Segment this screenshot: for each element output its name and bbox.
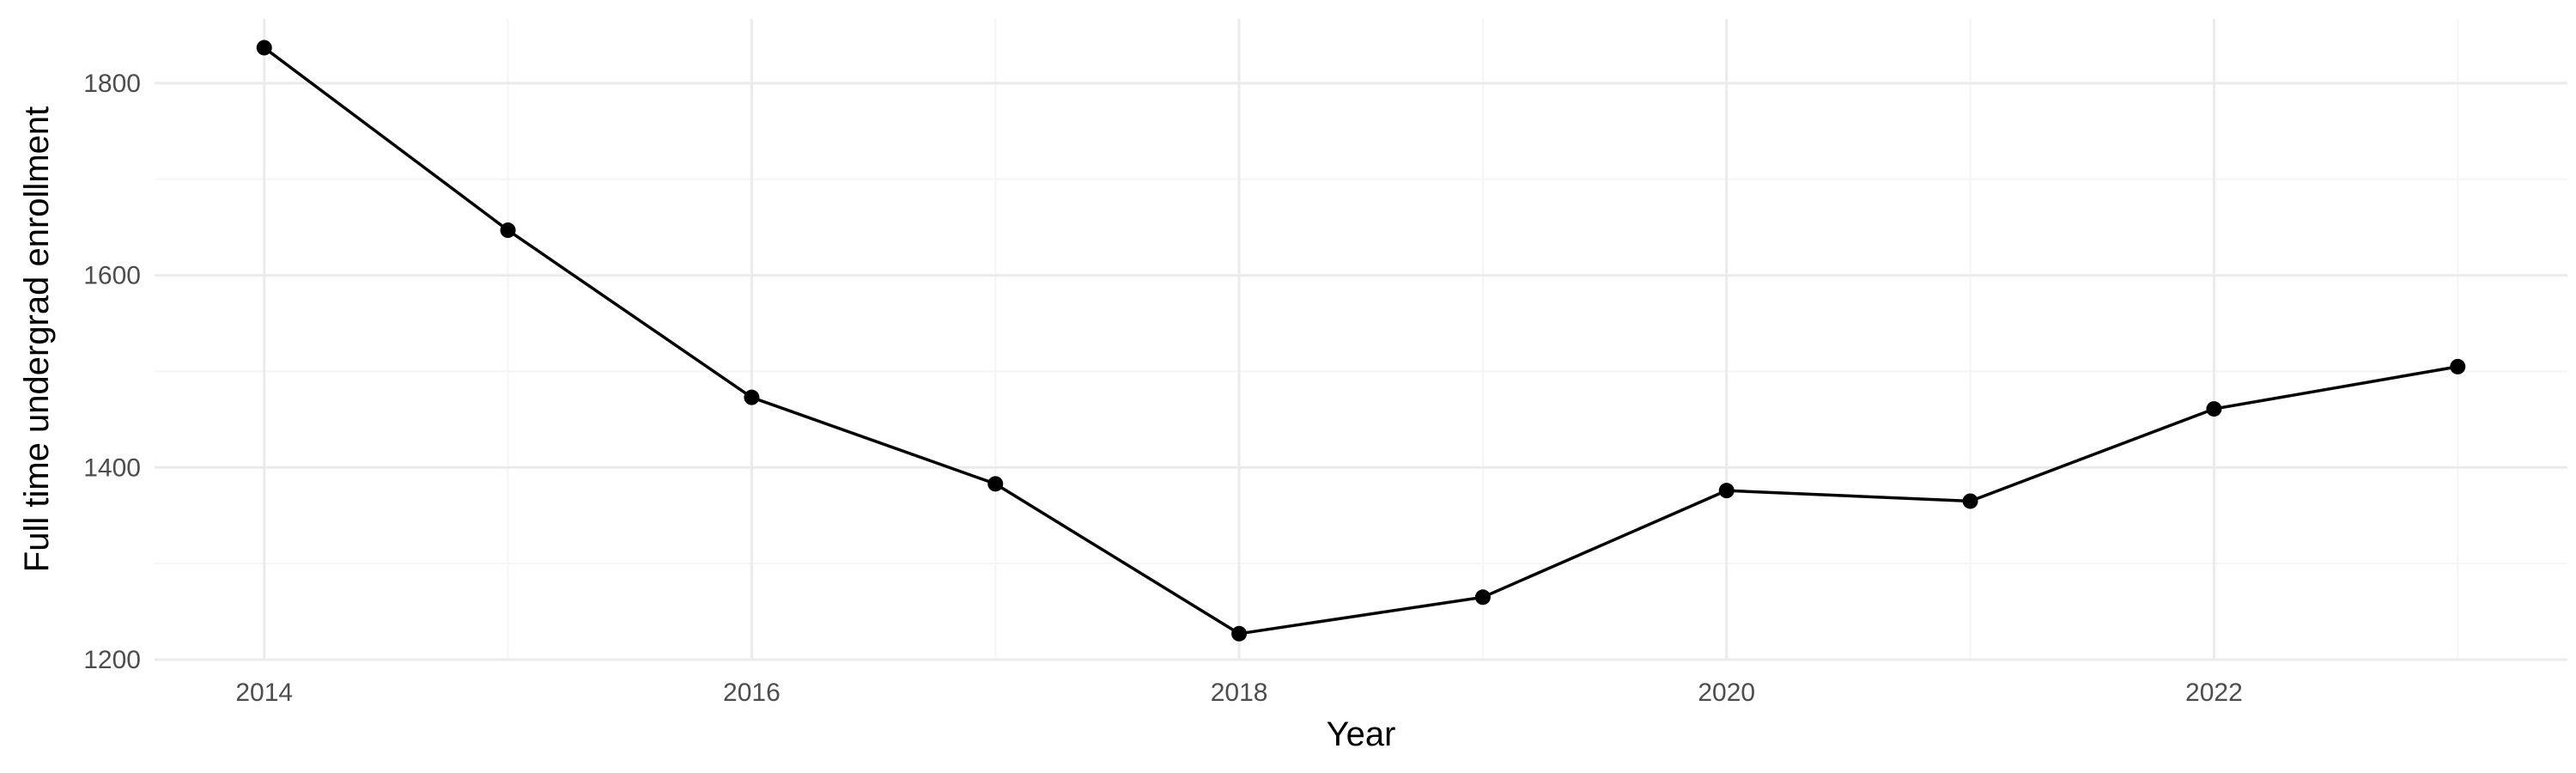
data-point-2015 <box>500 222 516 239</box>
x-tick-label-2016: 2016 <box>723 679 781 707</box>
data-point-2017 <box>987 476 1004 492</box>
data-point-2016 <box>744 389 760 405</box>
x-tick-labels: 2014 2016 2018 2020 2022 <box>235 679 2242 707</box>
x-tick-label-2022: 2022 <box>2185 679 2243 707</box>
data-point-2014 <box>256 40 272 56</box>
y-tick-label-1800: 1800 <box>83 70 141 98</box>
x-tick-label-2020: 2020 <box>1698 679 1755 707</box>
x-axis-title: Year <box>1327 715 1396 753</box>
x-tick-label-2018: 2018 <box>1211 679 1268 707</box>
data-point-2021 <box>1962 493 1978 509</box>
y-tick-label-1200: 1200 <box>83 646 141 674</box>
y-tick-label-1400: 1400 <box>83 453 141 482</box>
series-line-0 <box>263 46 2458 636</box>
series-layer <box>256 40 2466 642</box>
y-tick-label-1600: 1600 <box>83 262 141 290</box>
x-tick-label-2014: 2014 <box>235 679 293 707</box>
data-point-2019 <box>1474 589 1491 606</box>
data-point-2023 <box>2450 358 2466 374</box>
data-point-2018 <box>1231 625 1248 642</box>
y-axis-title: Full time undergrad enrollment <box>18 107 56 572</box>
data-point-2020 <box>1718 483 1735 499</box>
minor-gridlines <box>155 19 2567 660</box>
major-gridlines <box>155 19 2567 661</box>
data-point-2022 <box>2206 401 2222 417</box>
y-tick-labels: 1200 1400 1600 1800 <box>83 70 141 674</box>
